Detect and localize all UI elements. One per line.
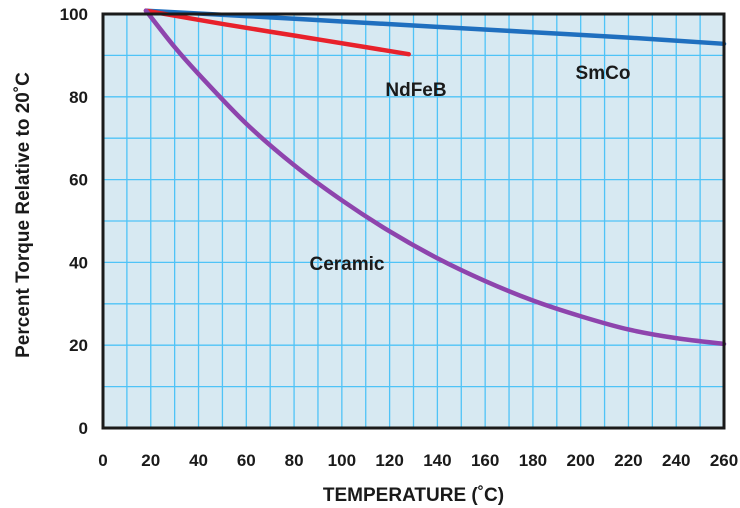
y-tick-labels: 0 20 40 60 80 100 <box>60 5 88 438</box>
series-lines <box>143 8 727 347</box>
x-tick-label: 0 <box>98 451 107 470</box>
x-tick-label: 120 <box>375 451 403 470</box>
series-label-smco: SmCo <box>576 63 631 84</box>
series-label-ndfeb: NdFeB <box>385 80 446 101</box>
y-tick-label: 60 <box>69 171 88 190</box>
x-tick-label: 220 <box>614 451 642 470</box>
series-labels: SmCo NdFeB Ceramic <box>310 63 631 275</box>
series-line-smco <box>143 8 727 47</box>
series-line-ndfeb <box>143 8 411 57</box>
x-tick-label: 240 <box>662 451 690 470</box>
x-tick-label: 40 <box>189 451 208 470</box>
x-tick-label: 80 <box>285 451 304 470</box>
y-tick-label: 100 <box>60 5 88 24</box>
y-tick-label: 40 <box>69 253 88 272</box>
plot-frame <box>101 12 726 430</box>
x-tick-labels: 0 20 40 60 80 100 120 140 160 180 200 220 240 260 <box>98 451 738 470</box>
x-tick-label: 60 <box>237 451 256 470</box>
x-tick-label: 100 <box>328 451 356 470</box>
x-tick-label: 140 <box>423 451 451 470</box>
y-tick-label: 80 <box>69 88 88 107</box>
y-axis-title: Percent Torque Relative to 20˚C <box>13 72 34 358</box>
y-tick-label: 20 <box>69 336 88 355</box>
y-tick-label: 0 <box>79 419 88 438</box>
series-line-ceramic <box>143 8 727 347</box>
x-axis-title: TEMPERATURE (˚C) <box>323 485 504 506</box>
x-tick-label: 180 <box>519 451 547 470</box>
x-tick-label: 160 <box>471 451 499 470</box>
series-label-ceramic: Ceramic <box>310 254 385 275</box>
x-tick-label: 20 <box>141 451 160 470</box>
x-tick-label: 200 <box>567 451 595 470</box>
horizontal-gridlines <box>103 54 724 388</box>
x-tick-label: 260 <box>710 451 738 470</box>
